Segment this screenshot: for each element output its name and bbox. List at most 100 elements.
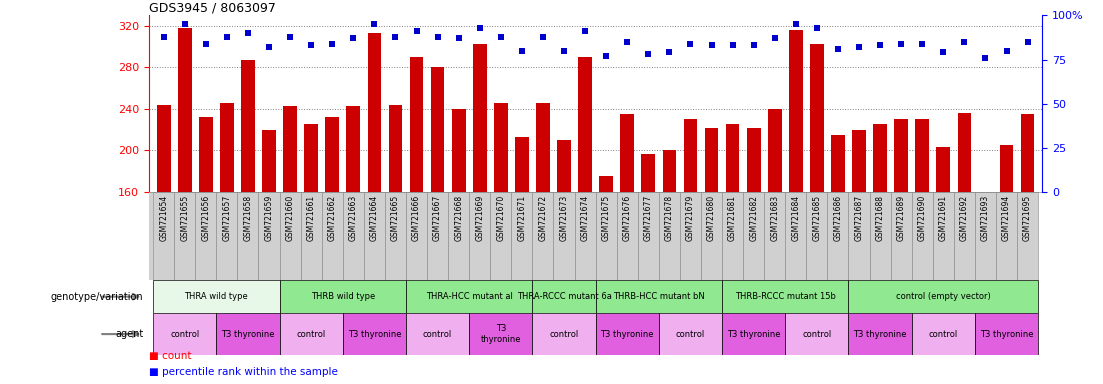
Text: THRA-HCC mutant al: THRA-HCC mutant al — [426, 292, 513, 301]
Bar — [242, 60, 255, 192]
Point — [513, 48, 531, 54]
Text: GSM721690: GSM721690 — [918, 195, 927, 241]
Point — [724, 42, 741, 48]
Text: THRB wild type: THRB wild type — [311, 292, 375, 301]
Point — [703, 42, 720, 48]
Text: GSM721660: GSM721660 — [286, 195, 295, 241]
Bar — [848, 192, 869, 280]
Text: THRA-RCCC mutant 6a: THRA-RCCC mutant 6a — [516, 292, 611, 301]
Bar — [178, 28, 192, 192]
Text: GSM721686: GSM721686 — [834, 195, 843, 241]
Text: GSM721655: GSM721655 — [180, 195, 190, 241]
Bar — [638, 192, 658, 280]
Text: GSM721667: GSM721667 — [433, 195, 442, 241]
Text: GSM721688: GSM721688 — [876, 195, 885, 241]
Bar — [533, 313, 596, 355]
Bar — [174, 192, 195, 280]
Point — [955, 39, 973, 45]
Bar — [912, 192, 933, 280]
Bar — [702, 192, 722, 280]
Text: control: control — [802, 329, 832, 339]
Bar — [831, 135, 845, 192]
Bar — [515, 137, 528, 192]
Point — [492, 33, 510, 40]
Bar — [743, 192, 764, 280]
Bar — [494, 103, 507, 192]
Point — [661, 50, 678, 56]
Bar — [533, 192, 554, 280]
Point — [913, 41, 931, 47]
Bar — [490, 192, 512, 280]
Bar — [620, 114, 634, 192]
Bar — [216, 192, 237, 280]
Bar — [853, 130, 866, 192]
Point — [871, 42, 889, 48]
Bar — [957, 113, 972, 192]
Point — [239, 30, 257, 36]
Point — [471, 25, 489, 31]
Point — [450, 35, 468, 41]
Bar — [301, 192, 322, 280]
Point — [745, 42, 762, 48]
Bar — [663, 151, 676, 192]
Text: control: control — [929, 329, 957, 339]
Bar — [789, 30, 803, 192]
Point — [344, 35, 362, 41]
Text: GSM721670: GSM721670 — [496, 195, 505, 241]
Point — [1019, 39, 1037, 45]
Bar — [427, 192, 448, 280]
Text: control: control — [170, 329, 200, 339]
Text: GSM721665: GSM721665 — [390, 195, 400, 241]
Bar — [364, 192, 385, 280]
Bar — [343, 192, 364, 280]
Text: GSM721664: GSM721664 — [370, 195, 378, 241]
Bar — [153, 192, 174, 280]
Text: GSM721678: GSM721678 — [665, 195, 674, 241]
Point — [786, 21, 804, 27]
Text: agent: agent — [115, 329, 143, 339]
Text: GSM721668: GSM721668 — [454, 195, 463, 241]
Text: GSM721681: GSM721681 — [728, 195, 737, 241]
Bar — [726, 124, 739, 192]
Point — [892, 41, 910, 47]
Point — [365, 21, 383, 27]
Point — [850, 44, 868, 50]
Bar — [658, 192, 679, 280]
Bar — [279, 313, 343, 355]
Bar — [219, 103, 234, 192]
Point — [682, 41, 699, 47]
Bar — [153, 313, 216, 355]
Bar — [258, 192, 279, 280]
Text: GSM721691: GSM721691 — [939, 195, 947, 241]
Bar — [469, 313, 533, 355]
Text: GSM721666: GSM721666 — [413, 195, 421, 241]
Bar — [785, 192, 806, 280]
Text: control: control — [422, 329, 452, 339]
Bar — [406, 192, 427, 280]
Point — [555, 48, 572, 54]
Point — [281, 33, 299, 40]
Bar — [325, 117, 339, 192]
Text: T3 thyronine: T3 thyronine — [600, 329, 654, 339]
Bar — [722, 280, 848, 313]
Bar — [512, 192, 533, 280]
Bar — [322, 192, 343, 280]
Bar — [304, 124, 318, 192]
Bar — [747, 127, 760, 192]
Bar — [642, 154, 655, 192]
Bar — [999, 145, 1014, 192]
Text: control: control — [297, 329, 325, 339]
Text: GSM721680: GSM721680 — [707, 195, 716, 241]
Bar — [810, 45, 824, 192]
Bar — [452, 109, 465, 192]
Bar — [367, 33, 382, 192]
Bar — [954, 192, 975, 280]
Text: T3 thyronine: T3 thyronine — [347, 329, 401, 339]
Text: control: control — [549, 329, 579, 339]
Bar — [283, 106, 297, 192]
Bar — [279, 280, 406, 313]
Point — [302, 42, 320, 48]
Bar — [343, 313, 406, 355]
Text: GSM721674: GSM721674 — [580, 195, 590, 241]
Text: ■ count: ■ count — [149, 351, 192, 361]
